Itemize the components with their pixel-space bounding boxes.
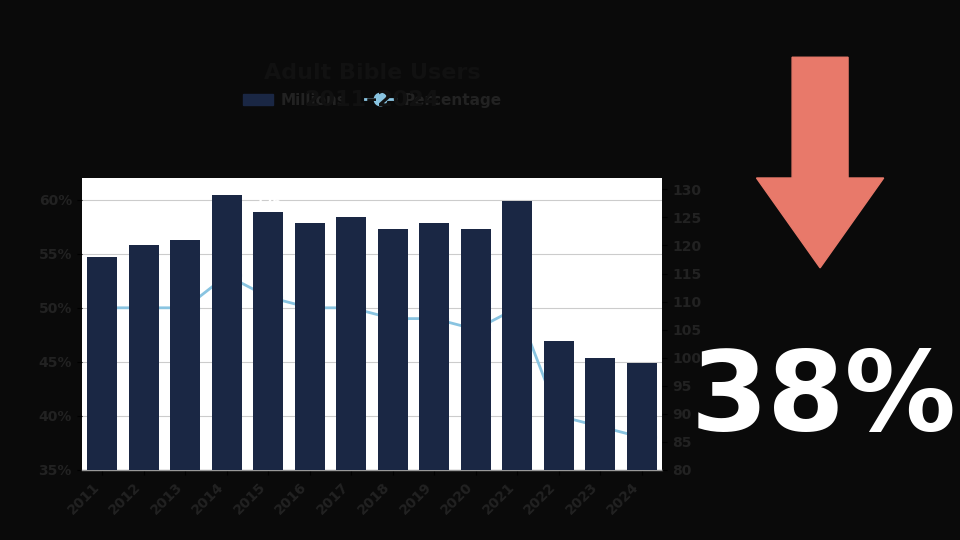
Text: 124: 124 [421,207,447,220]
Text: 40%: 40% [545,411,572,421]
Bar [420,223,449,540]
Text: Adult Bible Users
2011–2024: Adult Bible Users 2011–2024 [264,63,480,110]
Text: 50%: 50% [131,303,157,313]
Legend: Millions, Percentage: Millions, Percentage [236,87,508,114]
Text: 38%: 38% [690,346,956,453]
Text: 50%: 50% [297,303,323,313]
Bar [212,195,242,540]
Bar [295,223,324,540]
Bar [170,240,201,540]
Text: 38%: 38% [629,433,655,442]
Text: 48%: 48% [463,325,489,334]
Text: 51%: 51% [255,292,281,302]
Text: 124: 124 [297,207,323,220]
Text: 125: 125 [338,201,365,214]
Text: 126: 126 [255,196,281,209]
Text: 121: 121 [172,224,199,237]
Text: 103: 103 [545,325,572,338]
Text: 39%: 39% [587,422,613,431]
Bar [543,341,574,540]
Text: 49%: 49% [420,314,447,323]
Bar [461,228,491,540]
Bar [627,363,657,540]
FancyArrow shape [756,57,884,268]
Text: 50%: 50% [338,303,365,313]
Text: 50%: 50% [504,303,530,313]
Text: 100: 100 [588,342,613,355]
Bar [586,357,615,540]
Text: 49%: 49% [379,314,406,323]
Text: 120: 120 [131,230,156,242]
Bar [336,218,366,540]
Text: 129: 129 [214,179,240,192]
Text: 99: 99 [633,347,650,361]
Text: 50%: 50% [172,303,199,313]
Bar [129,246,158,540]
Text: 118: 118 [89,241,115,254]
Text: 128: 128 [504,185,530,198]
Bar [378,228,408,540]
Bar [253,212,283,540]
Bar [502,201,532,540]
Text: 123: 123 [380,213,406,226]
Text: 123: 123 [463,213,489,226]
Text: 50%: 50% [89,303,115,313]
Bar [87,256,117,540]
Text: 53%: 53% [214,271,240,280]
